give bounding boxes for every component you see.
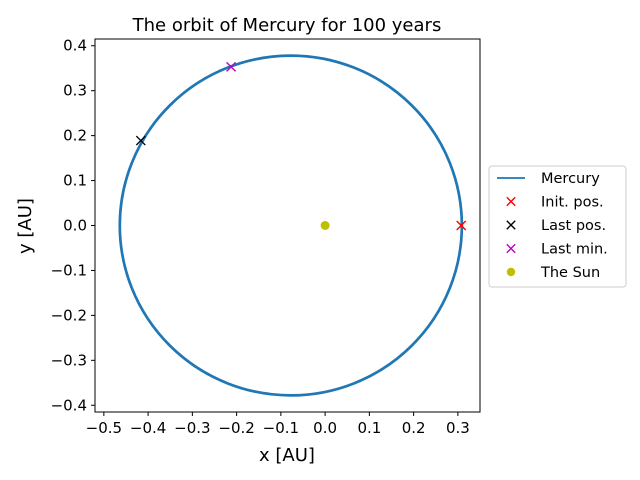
x-axis-title: x [AU] (259, 445, 315, 466)
mercury-orbit-line (118, 54, 464, 397)
y-axis-title: y [AU] (15, 198, 36, 254)
marker-last-min (226, 61, 237, 72)
y-tick-label: −0.2 (51, 306, 87, 324)
x-tick-label: −0.2 (218, 419, 254, 437)
legend-label-the-sun: The Sun (540, 265, 600, 281)
y-tick-label: −0.1 (51, 261, 87, 279)
y-tick-label: −0.3 (51, 351, 87, 369)
y-tick-label: 0.3 (63, 82, 87, 100)
legend-swatch-the-sun (506, 267, 516, 277)
x-tick-label: 0.0 (313, 419, 337, 437)
legend-swatch-last-pos (506, 220, 516, 230)
y-tick-label: 0.4 (63, 37, 87, 55)
mercury-orbit-precession-band (119, 55, 462, 396)
y-tick-label: −0.4 (51, 396, 87, 414)
axis-ticks: −0.5 −0.4 −0.3 −0.2 −0.1 0.0 0.1 0.2 0.3 −0.4 −0.3… (51, 37, 470, 437)
plot-frame (94, 38, 481, 413)
marker-init-pos (456, 220, 467, 231)
y-tick-label: 0.2 (63, 127, 87, 145)
marker-the-sun (320, 221, 330, 230)
marker-last-pos (135, 135, 146, 146)
y-tick-label: 0.1 (63, 172, 87, 190)
x-tick-label: 0.2 (402, 419, 426, 437)
legend-box (488, 165, 627, 288)
legend-swatch-last-min (506, 243, 516, 254)
x-tick-label: 0.3 (446, 419, 470, 437)
x-tick-label: 0.1 (357, 419, 381, 437)
legend-label-mercury: Mercury (541, 171, 600, 187)
y-tick-label: 0.0 (63, 217, 87, 235)
x-tick-label: −0.4 (130, 419, 166, 437)
x-tick-label: −0.5 (86, 419, 122, 437)
legend: Mercury Init. pos. Last pos. Last min. The S… (488, 165, 627, 288)
legend-swatch-init-pos (506, 196, 516, 207)
x-tick-label: −0.1 (263, 419, 299, 437)
chart-title: The orbit of Mercury for 100 years (132, 15, 442, 36)
legend-label-last-pos: Last pos. (541, 218, 606, 234)
legend-label-init-pos: Init. pos. (541, 195, 604, 211)
x-tick-label: −0.3 (174, 419, 210, 437)
plot-area (94, 38, 481, 413)
legend-label-last-min: Last min. (541, 242, 608, 258)
